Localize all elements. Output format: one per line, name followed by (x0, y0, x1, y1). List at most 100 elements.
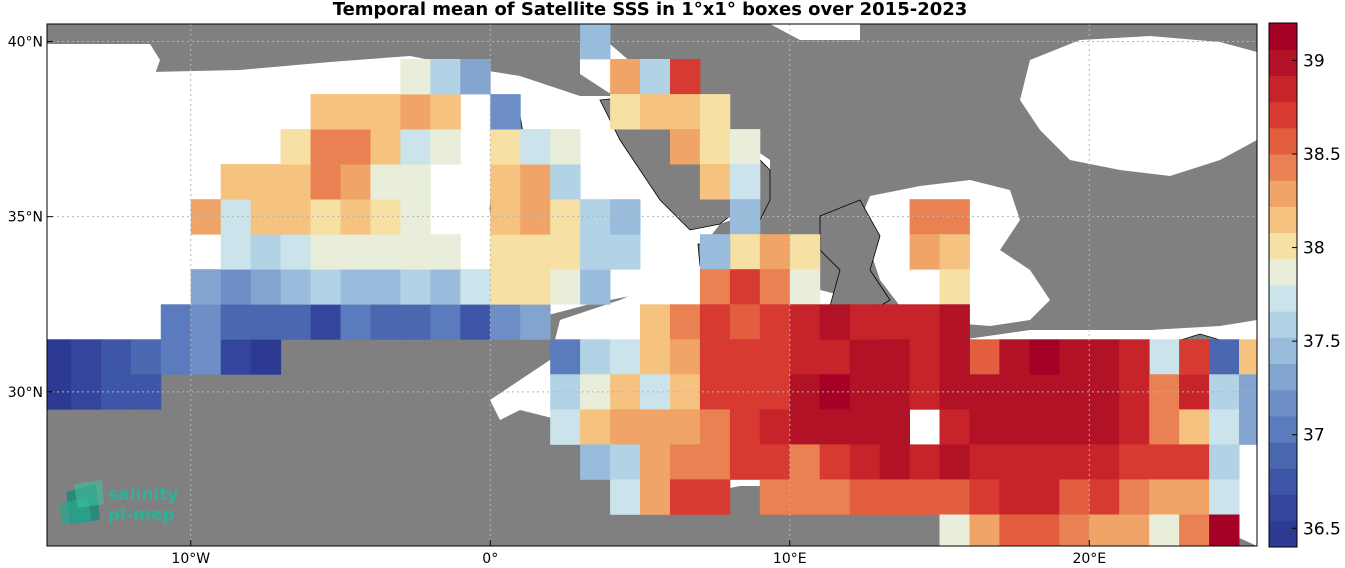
sss-cell (340, 269, 371, 305)
sss-cell (550, 129, 581, 165)
sss-cell (1029, 409, 1060, 445)
sss-cell (400, 164, 431, 200)
sss-cell (879, 374, 910, 410)
sss-cell (280, 164, 311, 200)
sss-cell (1239, 409, 1257, 445)
sss-cell (490, 269, 521, 305)
sss-cell (939, 514, 970, 546)
sss-cell (699, 479, 731, 515)
sss-cell (640, 339, 671, 375)
sss-cell (1119, 444, 1150, 480)
sss-cell (759, 374, 791, 410)
sss-cell (130, 374, 162, 410)
sss-cell (1029, 374, 1060, 410)
sss-cell (1059, 409, 1090, 445)
sss-cell (1119, 339, 1150, 375)
sss-cell (250, 269, 282, 305)
sss-cell (310, 199, 341, 235)
sss-cell (400, 94, 431, 130)
sss-cell (1149, 374, 1180, 410)
sss-cell (759, 339, 791, 375)
sss-cell (520, 164, 551, 200)
sss-cell (999, 409, 1030, 445)
colorbar: 36.5 37 37.5 38 38.5 39 (1268, 22, 1341, 548)
sss-cell (789, 304, 821, 340)
sss-cell (1089, 374, 1120, 410)
x-tick-label: 20°E (1072, 551, 1106, 567)
sss-cell (999, 514, 1030, 546)
sss-cell (47, 339, 72, 375)
sss-cell (670, 444, 701, 480)
sss-cell (610, 409, 641, 445)
sss-cell (490, 129, 521, 165)
sss-cell (190, 339, 222, 375)
sss-cell (460, 59, 491, 95)
sss-cell (490, 94, 521, 130)
sss-cell (520, 269, 551, 305)
sss-cell (580, 269, 611, 305)
sss-cell (340, 304, 371, 340)
page-title: Temporal mean of Satellite SSS in 1°x1° … (332, 0, 968, 20)
sss-cell (670, 479, 701, 515)
sss-cell (280, 129, 311, 165)
sss-cell (729, 409, 761, 445)
sss-cell (490, 199, 521, 235)
sss-cell (759, 409, 791, 445)
sss-cell (250, 339, 282, 375)
x-tick-label: 10°E (773, 551, 807, 567)
sss-cell (789, 409, 821, 445)
colorbar-tick-label: 39 (1303, 51, 1325, 71)
sss-cell (789, 234, 821, 270)
sss-cell (909, 374, 940, 410)
sss-cell (729, 199, 761, 235)
sss-cell (520, 129, 551, 165)
sss-cell (1149, 444, 1180, 480)
sss-cell (640, 304, 671, 340)
sss-cell (370, 94, 401, 130)
sss-cell (1149, 514, 1180, 546)
sss-cell (999, 444, 1030, 480)
sss-cell (699, 234, 731, 270)
colorbar-segment (1269, 180, 1297, 207)
x-tick-label: 10°W (171, 551, 210, 567)
sss-cell (1119, 374, 1150, 410)
sss-cell (699, 269, 731, 305)
sss-cell (220, 269, 252, 305)
colorbar-segment (1269, 468, 1297, 496)
sss-cell (939, 304, 970, 340)
sss-cell (250, 199, 282, 235)
colorbar-segment (1269, 154, 1297, 181)
sss-cell (640, 479, 671, 515)
sss-cell (789, 444, 821, 480)
sss-cell (1089, 409, 1120, 445)
sss-cell (370, 164, 401, 200)
colorbar-segment (1269, 494, 1297, 522)
sss-cell (430, 129, 461, 165)
sss-cell (879, 444, 910, 480)
sss-cell (759, 444, 791, 480)
sss-cell (490, 234, 521, 270)
sss-cell (1149, 339, 1180, 375)
sss-cell (47, 374, 72, 410)
sss-cell (1029, 444, 1060, 480)
sss-cell (640, 444, 671, 480)
sss-cell (1089, 339, 1120, 375)
sss-cell (699, 444, 731, 480)
colorbar-segment (1269, 232, 1297, 260)
sss-cell (610, 59, 641, 95)
sss-cell (400, 199, 431, 235)
sss-cell (610, 374, 641, 410)
sss-cell (1059, 514, 1090, 546)
sss-cell (580, 24, 611, 60)
sss-cell (999, 339, 1030, 375)
sss-cell (909, 339, 940, 375)
sss-cell (640, 374, 671, 410)
sss-cell (160, 339, 192, 375)
sss-cell (670, 409, 701, 445)
y-axis: 40°N 35°N 30°N (8, 35, 53, 401)
sss-cell (340, 129, 371, 165)
sss-cell (729, 269, 761, 305)
sss-cell (640, 409, 671, 445)
colorbar-tick-label: 36.5 (1303, 519, 1341, 539)
sss-cell (670, 129, 701, 165)
